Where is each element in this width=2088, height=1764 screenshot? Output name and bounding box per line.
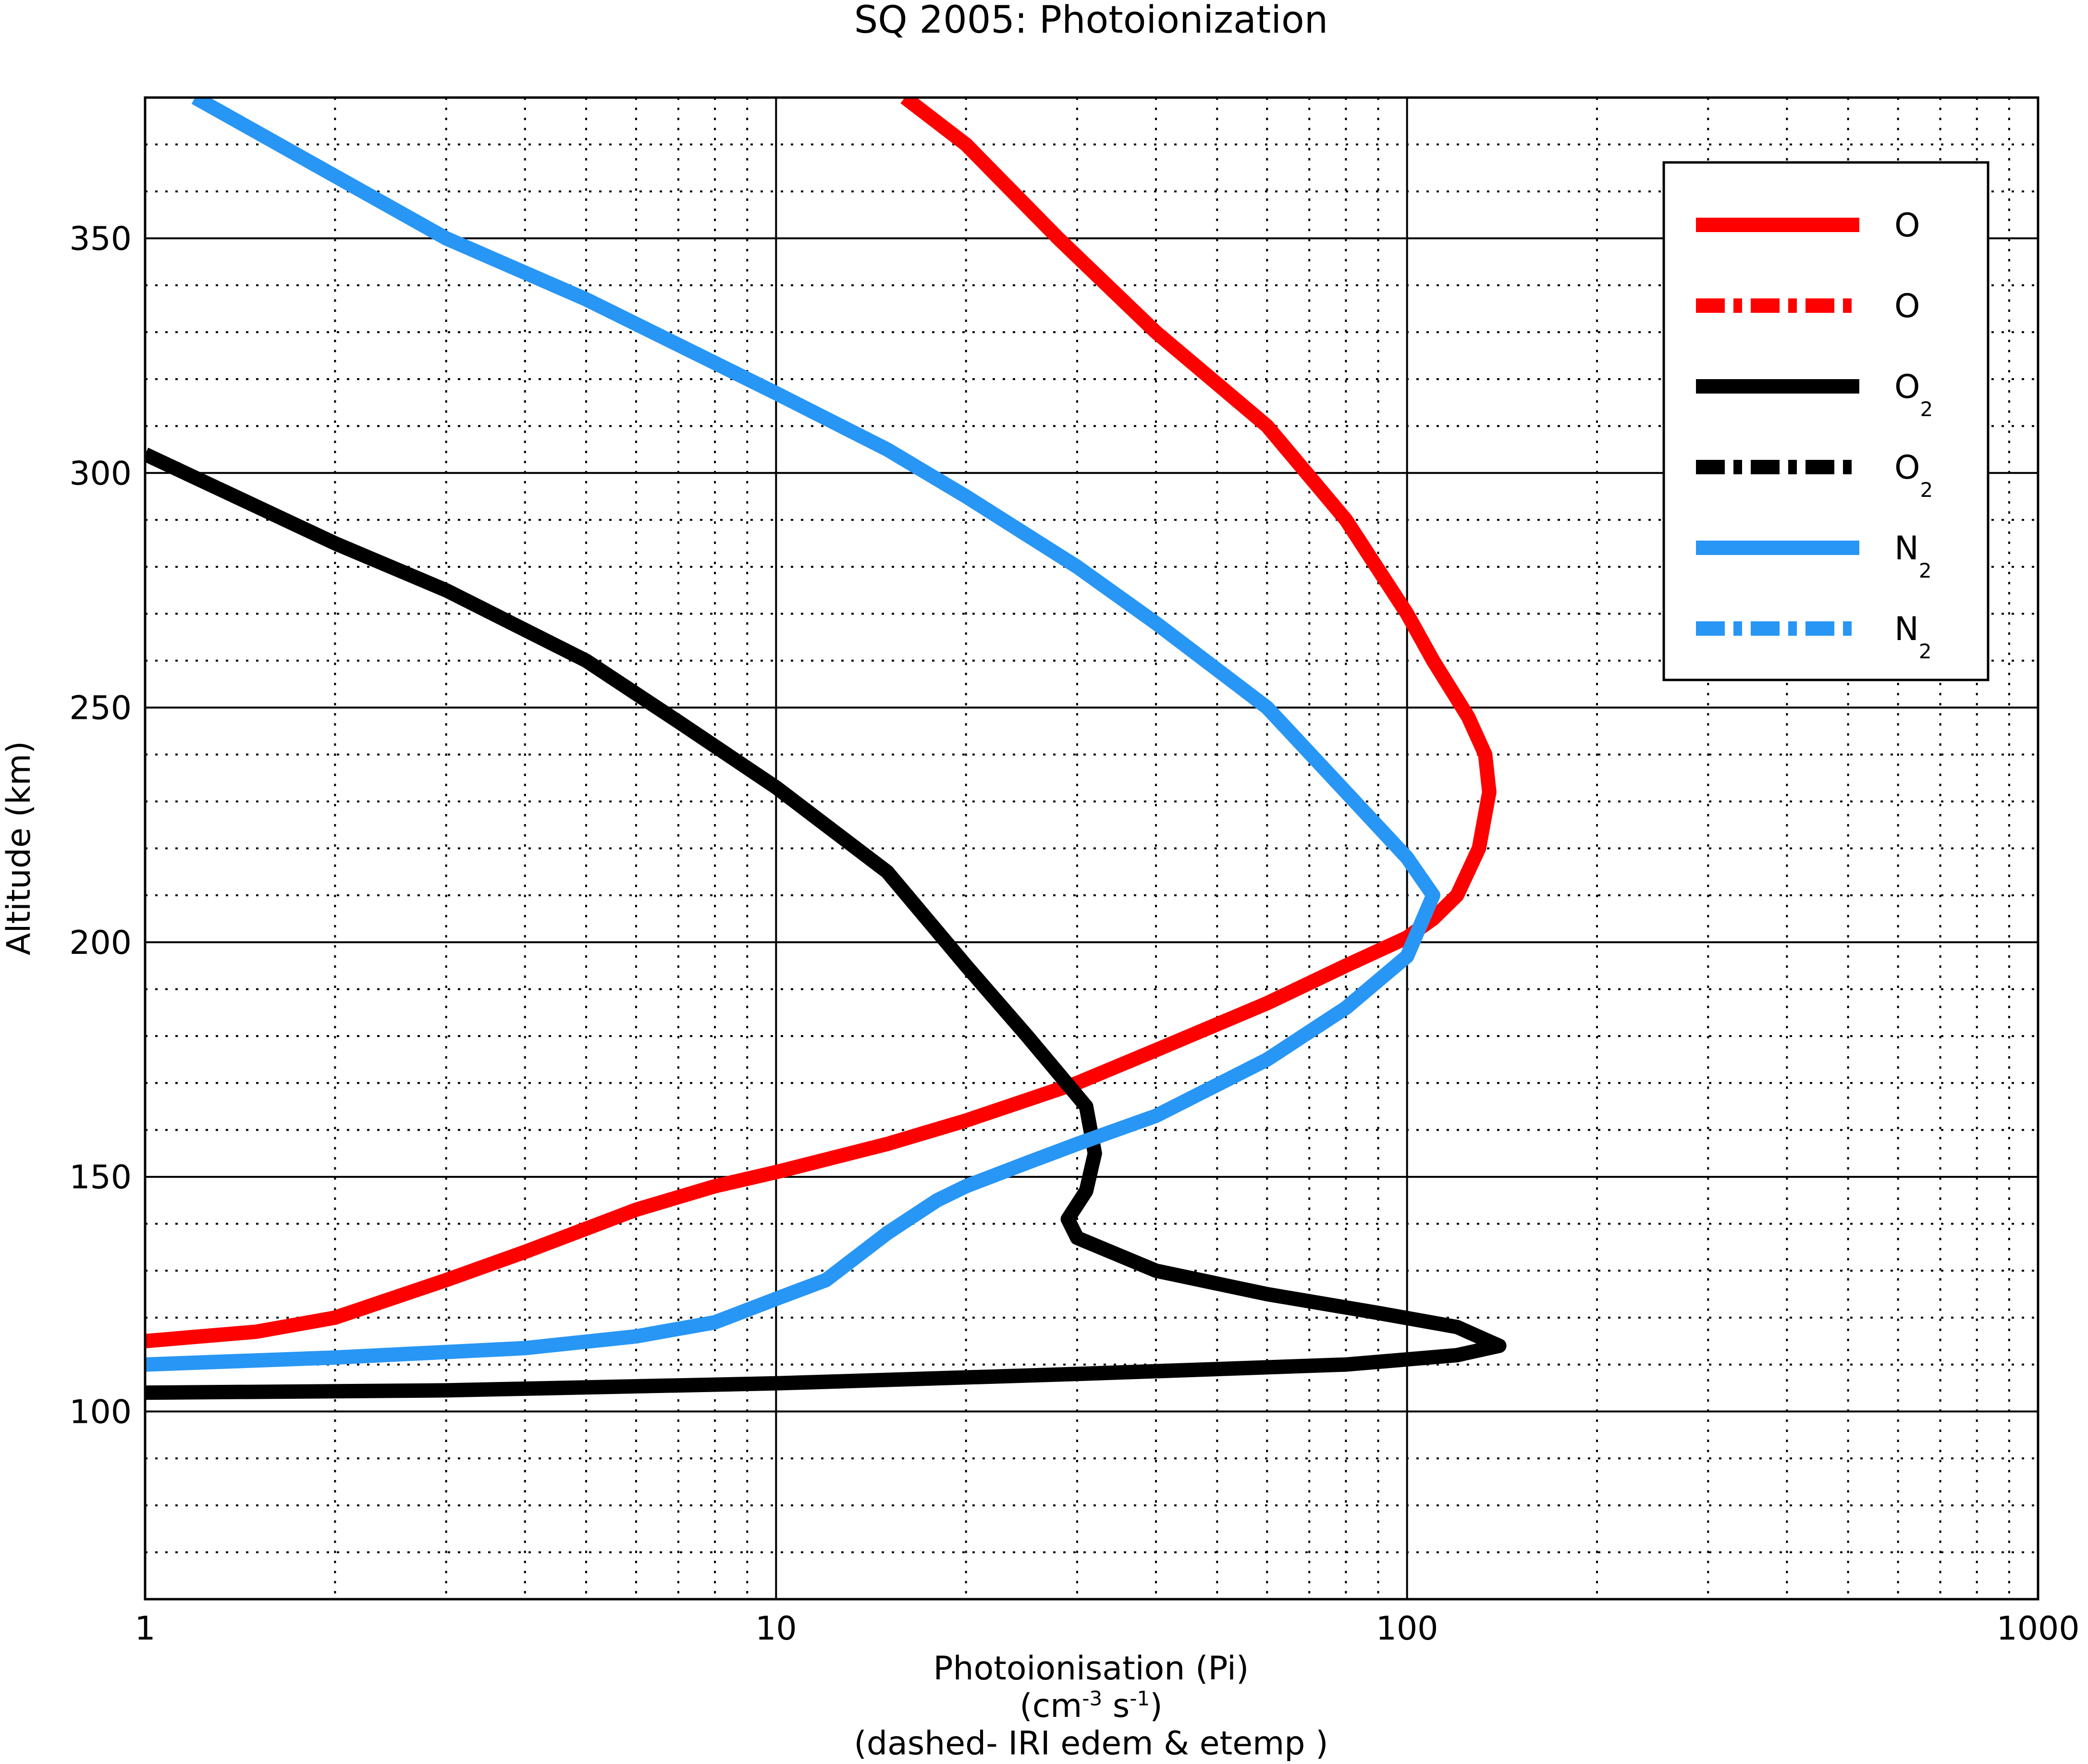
x-tick-label: 1 <box>135 1610 155 1648</box>
chart-title: SQ 2005: Photoionization <box>854 0 1328 42</box>
series-line-o-solid <box>145 98 1497 1348</box>
x-units-mid: s <box>1102 1687 1130 1725</box>
y-tick-label: 100 <box>69 1393 132 1431</box>
y-tick-label: 150 <box>69 1159 132 1197</box>
legend-label-subscript: 2 <box>1919 559 1932 582</box>
plot-frame <box>144 96 2039 1601</box>
x-units-close: ) <box>1150 1687 1163 1725</box>
legend-label-o-solid: O <box>1894 207 1920 245</box>
x-tick-label: 10 <box>755 1610 797 1648</box>
x-units-exp1: -3 <box>1082 1687 1102 1710</box>
legend-label-subscript: 2 <box>1919 640 1932 663</box>
series-line-n2-solid <box>145 98 1440 1372</box>
legend-label-subscript: 2 <box>1920 478 1933 502</box>
x-units-open: (cm <box>1019 1687 1082 1725</box>
y-tick-label: 200 <box>69 924 132 962</box>
data-series <box>145 98 1507 1400</box>
y-tick-label: 350 <box>69 220 132 258</box>
x-units-exp2: -1 <box>1130 1687 1150 1710</box>
x-axis-label: Photoionisation (Pi) <box>933 1650 1249 1688</box>
y-axis-label: Altitude (km) <box>0 741 38 955</box>
y-tick-label: 250 <box>69 690 132 728</box>
series-line-o2-solid <box>145 447 1507 1400</box>
y-tick-label: 300 <box>69 455 132 493</box>
x-tick-label: 100 <box>1376 1610 1438 1648</box>
axis-ticks: 1 10 100 1000 100 150 200 250 300 350 <box>69 220 2079 1648</box>
x-axis-units: (cm-3 s-1) <box>1019 1687 1163 1725</box>
legend-box <box>1662 161 1990 681</box>
legend-label-subscript: 2 <box>1920 397 1933 421</box>
legend-label-o-dashed: O <box>1894 287 1920 325</box>
x-tick-label: 1000 <box>1996 1610 2079 1648</box>
x-axis-note: (dashed- IRI edem & etemp ) <box>854 1725 1328 1763</box>
